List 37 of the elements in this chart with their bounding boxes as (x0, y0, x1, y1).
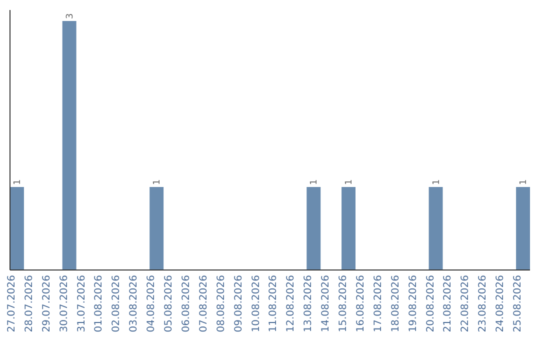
x-tick-label: 13.08.2026 (303, 275, 314, 332)
x-tick-label: 14.08.2026 (320, 275, 332, 332)
x-tick-label: 08.08.2026 (216, 275, 227, 332)
x-tick-label: 24.08.2026 (495, 275, 506, 332)
x-tick-label: 02.08.2026 (111, 275, 122, 332)
x-tick-label: 25.08.2026 (512, 275, 524, 332)
x-tick-label: 07.08.2026 (198, 275, 210, 332)
x-tick-label: 12.08.2026 (286, 275, 297, 332)
x-tick-label: 05.08.2026 (164, 275, 175, 332)
x-tick-label: 27.07.2026 (6, 275, 18, 332)
data-label: 1 (432, 179, 442, 185)
x-tick-label: 28.07.2026 (24, 275, 35, 332)
x-tick-label: 20.08.2026 (425, 275, 436, 332)
x-tick-label: 21.08.2026 (442, 275, 454, 332)
x-tick-label: 04.08.2026 (146, 275, 158, 332)
x-tick-label: 30.07.2026 (58, 275, 70, 332)
x-tick-label: 09.08.2026 (233, 275, 244, 332)
x-tick-label: 11.08.2026 (268, 275, 280, 332)
data-label: 1 (344, 179, 355, 185)
x-tick-label: 01.08.2026 (94, 275, 105, 332)
x-tick-label: 10.08.2026 (250, 275, 262, 332)
data-label: 1 (310, 179, 320, 185)
x-tick-label: 16.08.2026 (355, 275, 366, 332)
data-label: 1 (12, 179, 23, 185)
data-label: 1 (152, 179, 163, 185)
x-tick-label: 18.08.2026 (390, 275, 402, 332)
x-tick-label: 15.08.2026 (338, 275, 350, 332)
x-tick-label: 06.08.2026 (180, 275, 192, 332)
x-tick-label: 17.08.2026 (372, 275, 384, 332)
x-tick-label: 19.08.2026 (408, 275, 419, 332)
x-tick-label: 22.08.2026 (460, 275, 472, 332)
x-tick-label: 29.07.2026 (41, 275, 52, 332)
x-tick-label: 31.07.2026 (76, 275, 88, 332)
x-tick-label: 23.08.2026 (478, 275, 489, 332)
x-tick-label: 03.08.2026 (128, 275, 140, 332)
data-label: 1 (519, 179, 530, 185)
data-label: 3 (65, 13, 76, 19)
